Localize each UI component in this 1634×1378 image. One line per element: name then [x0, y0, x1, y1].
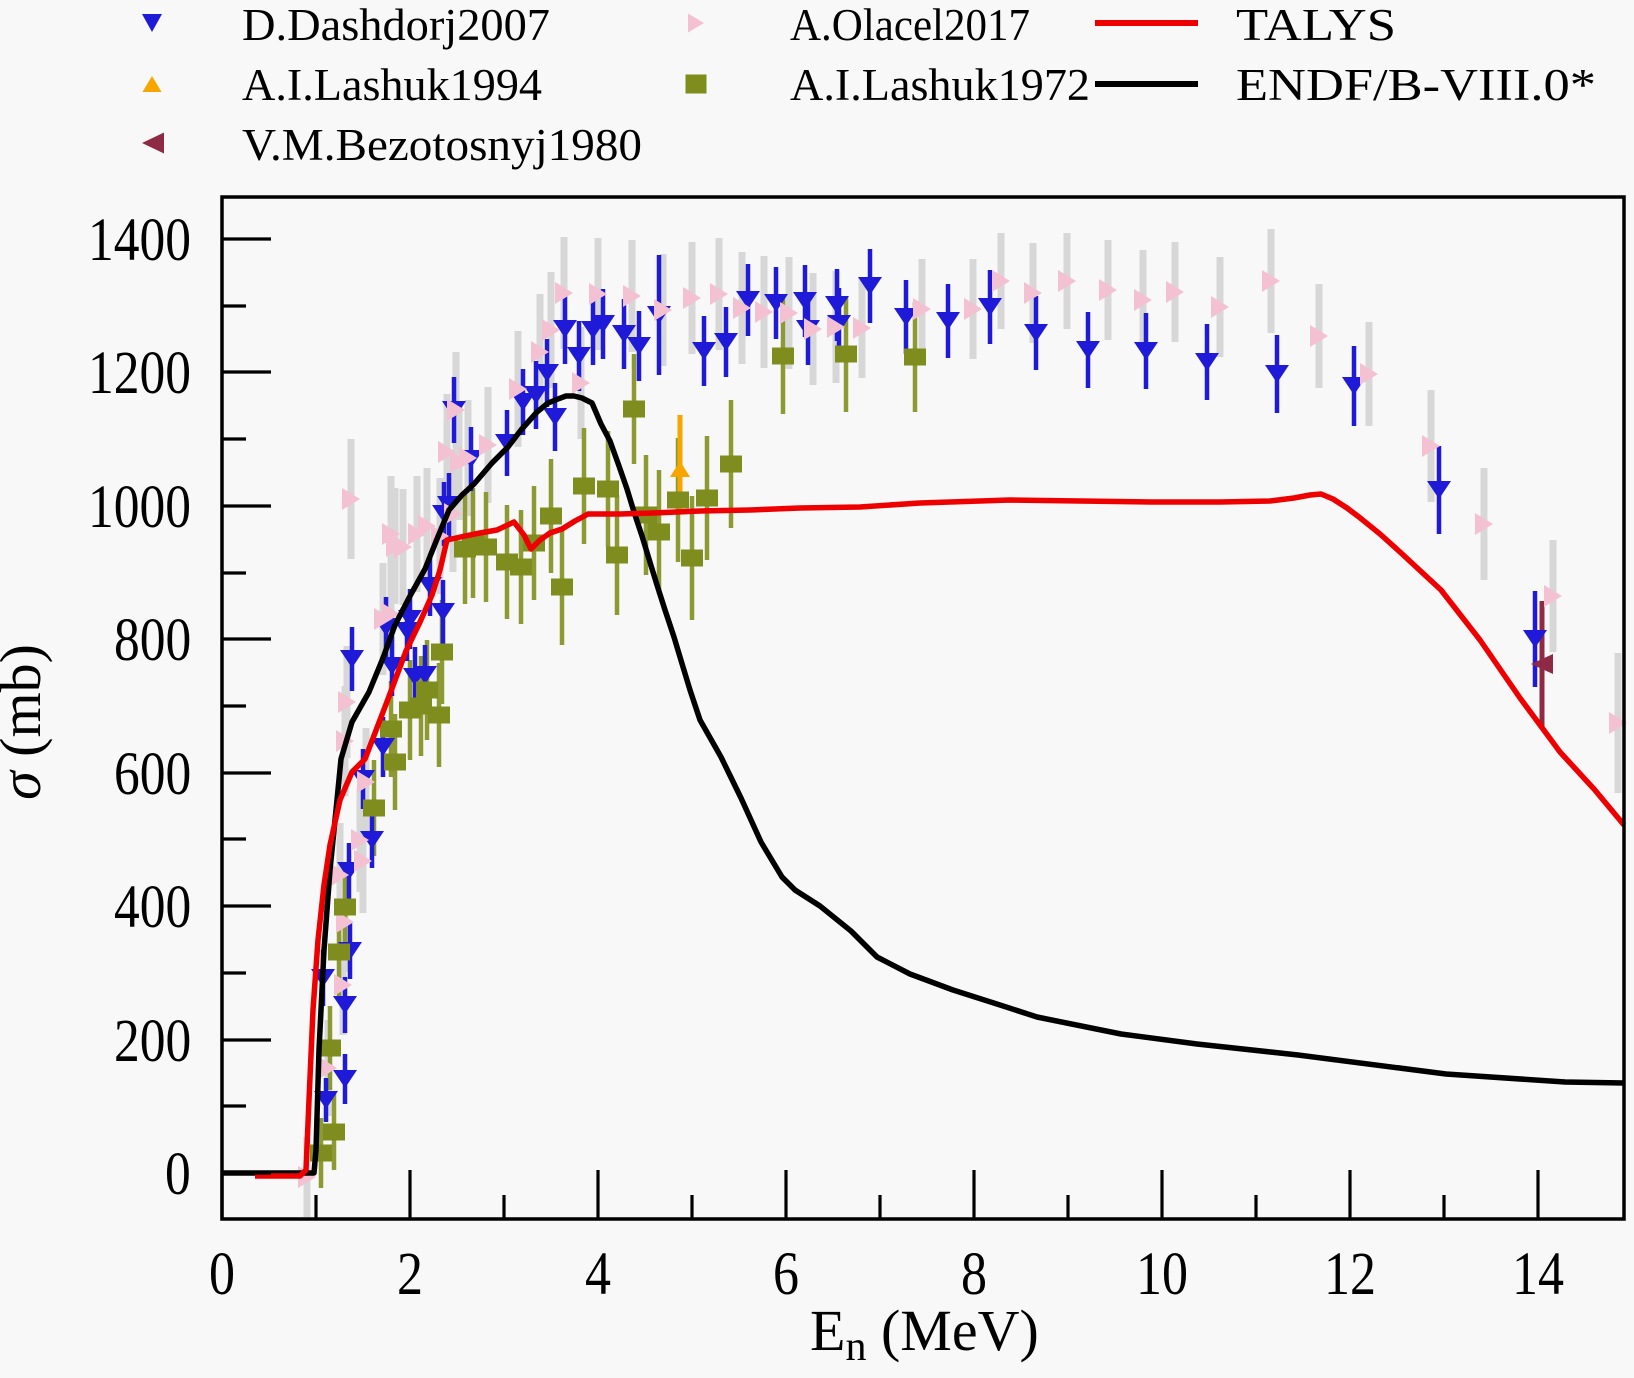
- svg-text:200: 200: [114, 1008, 191, 1075]
- svg-text:ENDF/B-VIII.0*: ENDF/B-VIII.0*: [1236, 60, 1596, 110]
- svg-text:600: 600: [114, 741, 191, 808]
- svg-text:0: 0: [165, 1141, 191, 1208]
- svg-text:1200: 1200: [88, 340, 191, 407]
- svg-text:4: 4: [585, 1241, 611, 1308]
- svg-text:10: 10: [1136, 1241, 1188, 1308]
- svg-text:σ (mb): σ (mb): [0, 644, 53, 800]
- svg-text:12: 12: [1324, 1241, 1376, 1308]
- svg-text:2: 2: [397, 1241, 423, 1308]
- svg-text:En (MeV): En (MeV): [810, 1298, 1039, 1370]
- svg-text:D.Dashdorj2007: D.Dashdorj2007: [242, 0, 550, 50]
- svg-text:8: 8: [961, 1241, 987, 1308]
- svg-text:A.Olacel2017: A.Olacel2017: [790, 0, 1030, 50]
- svg-text:0: 0: [209, 1241, 235, 1308]
- svg-text:1000: 1000: [88, 474, 191, 541]
- svg-text:TALYS: TALYS: [1236, 0, 1396, 50]
- svg-text:14: 14: [1512, 1241, 1564, 1308]
- svg-text:6: 6: [773, 1241, 799, 1308]
- svg-text:800: 800: [114, 607, 191, 674]
- svg-text:400: 400: [114, 874, 191, 941]
- svg-text:A.I.Lashuk1972: A.I.Lashuk1972: [790, 60, 1090, 110]
- svg-text:1400: 1400: [88, 207, 191, 274]
- svg-text:A.I.Lashuk1994: A.I.Lashuk1994: [242, 60, 542, 110]
- svg-text:V.M.Bezotosnyj1980: V.M.Bezotosnyj1980: [242, 120, 642, 170]
